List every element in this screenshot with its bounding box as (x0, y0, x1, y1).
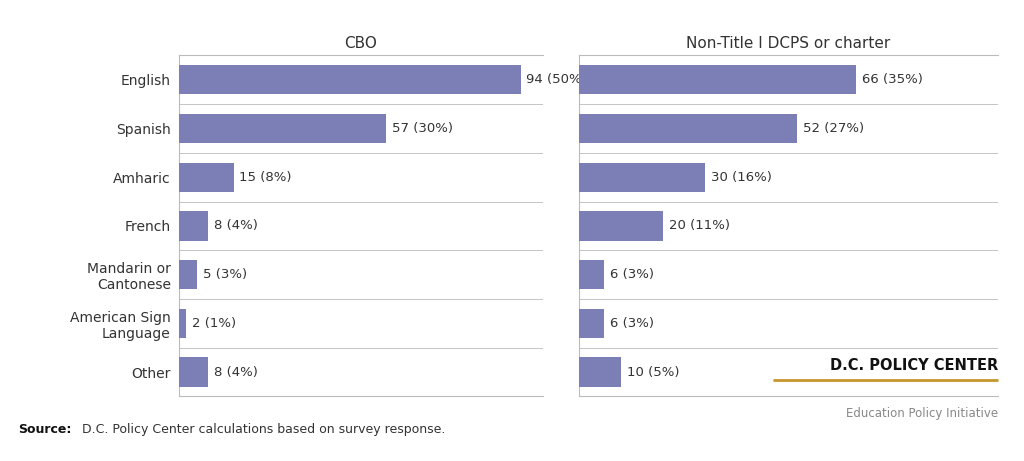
Title: CBO: CBO (344, 36, 378, 51)
Text: 8 (4%): 8 (4%) (214, 366, 258, 378)
Bar (179, 65, 521, 95)
Text: D.C. Policy Center calculations based on survey response.: D.C. Policy Center calculations based on… (78, 423, 445, 436)
Bar (179, 260, 198, 289)
Text: 8 (4%): 8 (4%) (214, 219, 258, 232)
Text: 5 (3%): 5 (3%) (203, 268, 247, 281)
Bar (179, 163, 233, 192)
Text: 2 (1%): 2 (1%) (191, 317, 237, 330)
Text: 20 (11%): 20 (11%) (669, 219, 730, 232)
Bar (179, 357, 208, 387)
Text: Source:: Source: (18, 423, 72, 436)
Bar (579, 65, 856, 95)
Text: D.C. POLICY CENTER: D.C. POLICY CENTER (830, 358, 998, 373)
Bar (179, 211, 208, 241)
Bar (579, 114, 797, 143)
Text: 15 (8%): 15 (8%) (240, 171, 292, 183)
Text: 30 (16%): 30 (16%) (711, 171, 772, 183)
Text: 10 (5%): 10 (5%) (627, 366, 679, 378)
Bar (579, 260, 604, 289)
Text: 6 (3%): 6 (3%) (610, 268, 654, 281)
Bar (579, 309, 604, 338)
Text: 57 (30%): 57 (30%) (392, 122, 453, 135)
Bar (579, 357, 621, 387)
Text: 52 (27%): 52 (27%) (803, 122, 864, 135)
Text: 94 (50%): 94 (50%) (526, 73, 587, 86)
Title: Non-Title I DCPS or charter: Non-Title I DCPS or charter (686, 36, 891, 51)
Text: 6 (3%): 6 (3%) (610, 317, 654, 330)
Text: Education Policy Initiative: Education Policy Initiative (846, 407, 998, 420)
Bar (579, 211, 663, 241)
Bar (179, 114, 386, 143)
Text: 66 (35%): 66 (35%) (862, 73, 923, 86)
Bar (579, 163, 705, 192)
Bar (179, 309, 186, 338)
